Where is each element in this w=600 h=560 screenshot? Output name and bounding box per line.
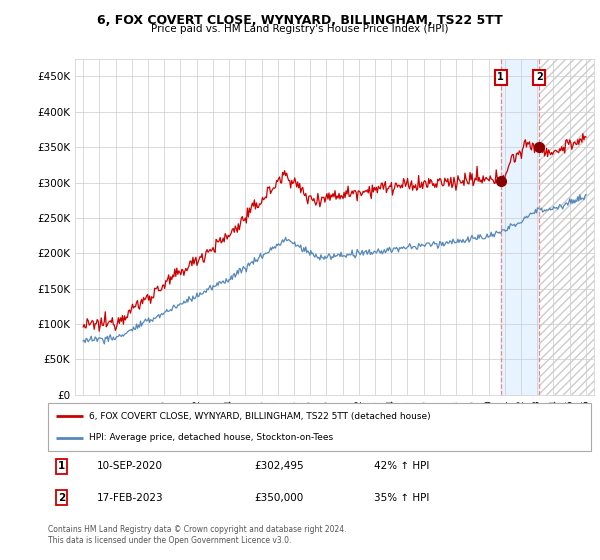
- Text: 1: 1: [58, 461, 65, 472]
- Text: £302,495: £302,495: [254, 461, 304, 472]
- Text: £350,000: £350,000: [254, 493, 304, 503]
- Text: 2: 2: [58, 493, 65, 503]
- Text: 6, FOX COVERT CLOSE, WYNYARD, BILLINGHAM, TS22 5TT: 6, FOX COVERT CLOSE, WYNYARD, BILLINGHAM…: [97, 14, 503, 27]
- Text: 10-SEP-2020: 10-SEP-2020: [97, 461, 163, 472]
- Text: 17-FEB-2023: 17-FEB-2023: [97, 493, 163, 503]
- Text: 2: 2: [536, 72, 542, 82]
- Text: 6, FOX COVERT CLOSE, WYNYARD, BILLINGHAM, TS22 5TT (detached house): 6, FOX COVERT CLOSE, WYNYARD, BILLINGHAM…: [89, 412, 430, 421]
- Text: Contains HM Land Registry data © Crown copyright and database right 2024.
This d: Contains HM Land Registry data © Crown c…: [48, 525, 347, 545]
- Text: 42% ↑ HPI: 42% ↑ HPI: [374, 461, 429, 472]
- Text: Price paid vs. HM Land Registry's House Price Index (HPI): Price paid vs. HM Land Registry's House …: [151, 24, 449, 34]
- Bar: [501, 59, 539, 395]
- Bar: [539, 59, 594, 395]
- Bar: [539, 59, 594, 395]
- FancyBboxPatch shape: [48, 403, 591, 451]
- Text: 1: 1: [497, 72, 504, 82]
- Text: 35% ↑ HPI: 35% ↑ HPI: [374, 493, 429, 503]
- Text: HPI: Average price, detached house, Stockton-on-Tees: HPI: Average price, detached house, Stoc…: [89, 433, 333, 442]
